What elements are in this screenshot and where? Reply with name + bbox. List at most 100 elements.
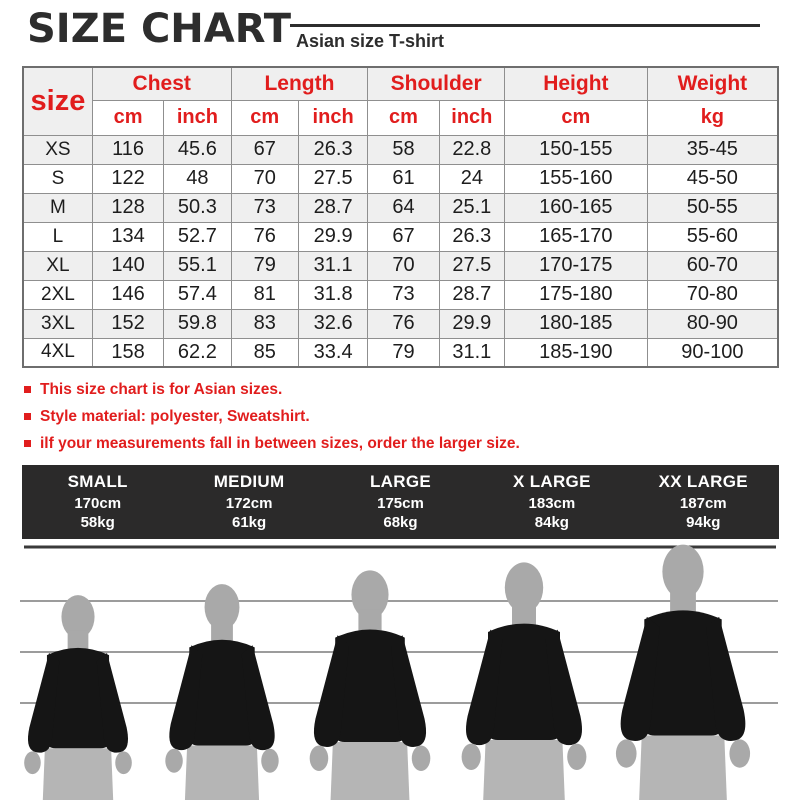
cell: 76	[230, 221, 299, 252]
cell: 52.7	[163, 221, 232, 252]
cell: 50.3	[163, 192, 232, 223]
fit-size-name: X LARGE	[513, 472, 591, 492]
fit-guide-medium: MEDIUM 172cm 61kg	[214, 471, 285, 532]
table-row-2xl: 2XL 146 57.4 81 31.8 73 28.7 175-180 70-…	[22, 279, 779, 310]
cell: 32.6	[297, 308, 369, 339]
size-label: XS	[22, 134, 93, 165]
size-figure-xlarge	[461, 562, 587, 800]
fit-guide-large: LARGE 175cm 68kg	[370, 471, 431, 532]
cell: 122	[91, 163, 165, 194]
fit-size-name: XX LARGE	[658, 472, 748, 492]
note-item: ilf your measurements fall in between si…	[24, 435, 520, 453]
cell: 27.5	[438, 250, 506, 281]
cell: 57.4	[163, 279, 232, 310]
cell: 81	[230, 279, 299, 310]
cell: 76	[367, 308, 440, 339]
cell: 22.8	[438, 134, 506, 165]
fit-size-name: LARGE	[369, 472, 431, 492]
size-label: 2XL	[22, 279, 93, 310]
cell: 155-160	[504, 163, 648, 194]
fit-guide-xxlarge: XX LARGE 187cm 94kg	[659, 471, 748, 532]
cell: 160-165	[504, 192, 648, 223]
size-figure-small	[24, 595, 132, 800]
cell: 185-190	[504, 337, 648, 368]
notes-list: This size chart is for Asian sizes. Styl…	[24, 381, 520, 462]
unit-header: inch	[163, 99, 232, 136]
fit-model-weight: 84kg	[534, 514, 569, 532]
fit-model-height: 170cm	[74, 494, 122, 512]
cell: 175-180	[504, 279, 648, 310]
cell: 128	[91, 192, 165, 223]
cell: 165-170	[504, 221, 648, 252]
unit-header: cm	[91, 99, 165, 136]
fit-model-height: 183cm	[528, 494, 576, 512]
table-row-4xl: 4XL 158 62.2 85 33.4 79 31.1 185-190 90-…	[22, 337, 779, 368]
chest-header: Chest	[91, 66, 232, 101]
size-figure-xxlarge	[615, 544, 751, 800]
size-figure-medium	[165, 584, 279, 800]
cell: 26.3	[438, 221, 506, 252]
table-row-3xl: 3XL 152 59.8 83 32.6 76 29.9 180-185 80-…	[22, 308, 779, 339]
cell: 55.1	[163, 250, 232, 281]
cell: 55-60	[646, 221, 779, 252]
cell: 31.1	[297, 250, 369, 281]
cell: 73	[367, 279, 440, 310]
fit-size-name: SMALL	[67, 472, 128, 492]
cell: 27.5	[297, 163, 369, 194]
length-header: Length	[230, 66, 369, 101]
table-row-xl: XL 140 55.1 79 31.1 70 27.5 170-175 60-7…	[22, 250, 779, 281]
cell: 180-185	[504, 308, 648, 339]
cell: 83	[230, 308, 299, 339]
fit-model-height: 187cm	[679, 494, 727, 512]
table-row-l: L 134 52.7 76 29.9 67 26.3 165-170 55-60	[22, 221, 779, 252]
fit-model-weight: 58kg	[80, 514, 115, 532]
cell: 28.7	[297, 192, 369, 223]
cell: 73	[230, 192, 299, 223]
fit-model-weight: 68kg	[383, 514, 418, 532]
note-text: ilf your measurements fall in between si…	[40, 435, 520, 452]
cell: 31.8	[297, 279, 369, 310]
unit-header: inch	[297, 99, 369, 136]
subtitle-rule	[290, 24, 760, 27]
note-text: This size chart is for Asian sizes.	[40, 381, 283, 398]
note-item: Style material: polyester, Sweatshirt.	[24, 408, 520, 426]
cell: 150-155	[504, 134, 648, 165]
cell: 67	[230, 134, 299, 165]
cell: 61	[367, 163, 440, 194]
unit-header: cm	[230, 99, 299, 136]
note-item: This size chart is for Asian sizes.	[24, 381, 520, 399]
fit-model-height: 172cm	[225, 494, 273, 512]
note-text: Style material: polyester, Sweatshirt.	[40, 408, 310, 425]
cell: 58	[367, 134, 440, 165]
cell: 170-175	[504, 250, 648, 281]
size-label: L	[22, 221, 93, 252]
cell: 79	[367, 337, 440, 368]
square-bullet-icon	[24, 386, 31, 393]
table-header-unit-row: cm inch cm inch cm inch cm kg	[23, 99, 779, 136]
table-row-m: M 128 50.3 73 28.7 64 25.1 160-165 50-55	[22, 192, 779, 223]
weight-header: Weight	[646, 66, 779, 101]
table-row-xs: XS 116 45.6 67 26.3 58 22.8 150-155 35-4…	[22, 134, 779, 165]
page-subtitle: Asian size T-shirt	[296, 31, 445, 51]
cell: 29.9	[297, 221, 369, 252]
cell: 25.1	[438, 192, 506, 223]
size-figures-svg	[20, 544, 778, 800]
cell: 48	[163, 163, 232, 194]
size-label: 4XL	[22, 337, 93, 368]
cell: 85	[230, 337, 299, 368]
size-lineup-illustration	[0, 535, 800, 800]
fit-size-name: MEDIUM	[213, 472, 285, 492]
cell: 31.1	[438, 337, 506, 368]
cell: 67	[367, 221, 440, 252]
cell: 64	[367, 192, 440, 223]
square-bullet-icon	[24, 413, 31, 420]
cell: 33.4	[297, 337, 369, 368]
size-label: XL	[22, 250, 93, 281]
cell: 59.8	[163, 308, 232, 339]
fit-guide-small: SMALL 170cm 58kg	[68, 471, 128, 532]
cell: 70	[367, 250, 440, 281]
cell: 60-70	[646, 250, 779, 281]
cell: 158	[91, 337, 165, 368]
size-label: 3XL	[22, 308, 93, 339]
cell: 70-80	[646, 279, 779, 310]
